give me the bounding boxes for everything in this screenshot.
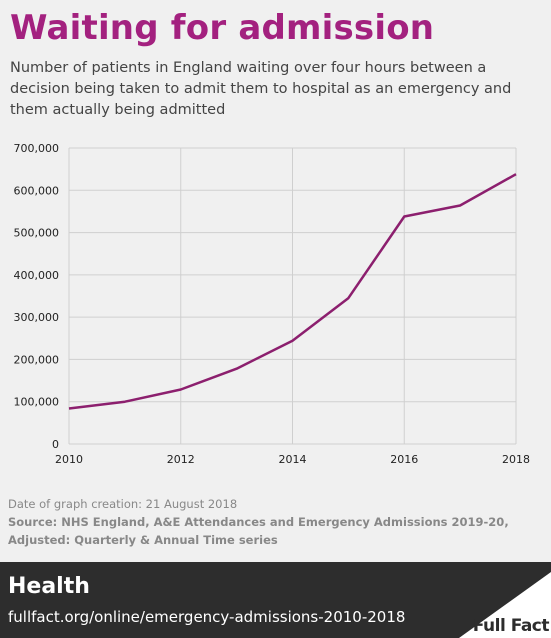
footer-url[interactable]: fullfact.org/online/emergency-admissions… — [8, 608, 406, 626]
x-tick-label: 2016 — [390, 453, 418, 466]
footer-bar: Health fullfact.org/online/emergency-adm… — [0, 562, 551, 638]
y-tick-label: 300,000 — [14, 311, 60, 324]
y-tick-label: 400,000 — [14, 269, 60, 282]
x-tick-label: 2012 — [167, 453, 195, 466]
chart-subtitle: Number of patients in England waiting ov… — [10, 60, 512, 118]
chart-meta: Date of graph creation: 21 August 2018 S… — [8, 495, 548, 549]
y-tick-label: 200,000 — [14, 353, 60, 366]
y-tick-label: 500,000 — [14, 227, 60, 240]
y-tick-label: 100,000 — [14, 396, 60, 409]
x-tick-label: 2010 — [55, 453, 83, 466]
full-fact-logo: Full Fact — [455, 570, 551, 638]
logo-triangle — [459, 572, 551, 638]
footer-category: Health — [8, 574, 90, 599]
source-note: Source: NHS England, A&E Attendances and… — [8, 515, 509, 547]
series-line — [68, 173, 517, 410]
page-title: Waiting for admission — [10, 8, 435, 48]
line-chart: 0 100,000 200,000 300,000 400,000 500,000 600,… — [14, 142, 531, 466]
y-tick-label: 0 — [52, 438, 59, 451]
y-tick-label: 700,000 — [14, 142, 60, 155]
x-tick-label: 2018 — [502, 453, 530, 466]
creation-date: Date of graph creation: 21 August 2018 — [8, 497, 238, 511]
y-tick-label: 600,000 — [14, 184, 60, 197]
logo-text: Full Fact — [472, 616, 550, 636]
x-tick-label: 2014 — [279, 453, 307, 466]
